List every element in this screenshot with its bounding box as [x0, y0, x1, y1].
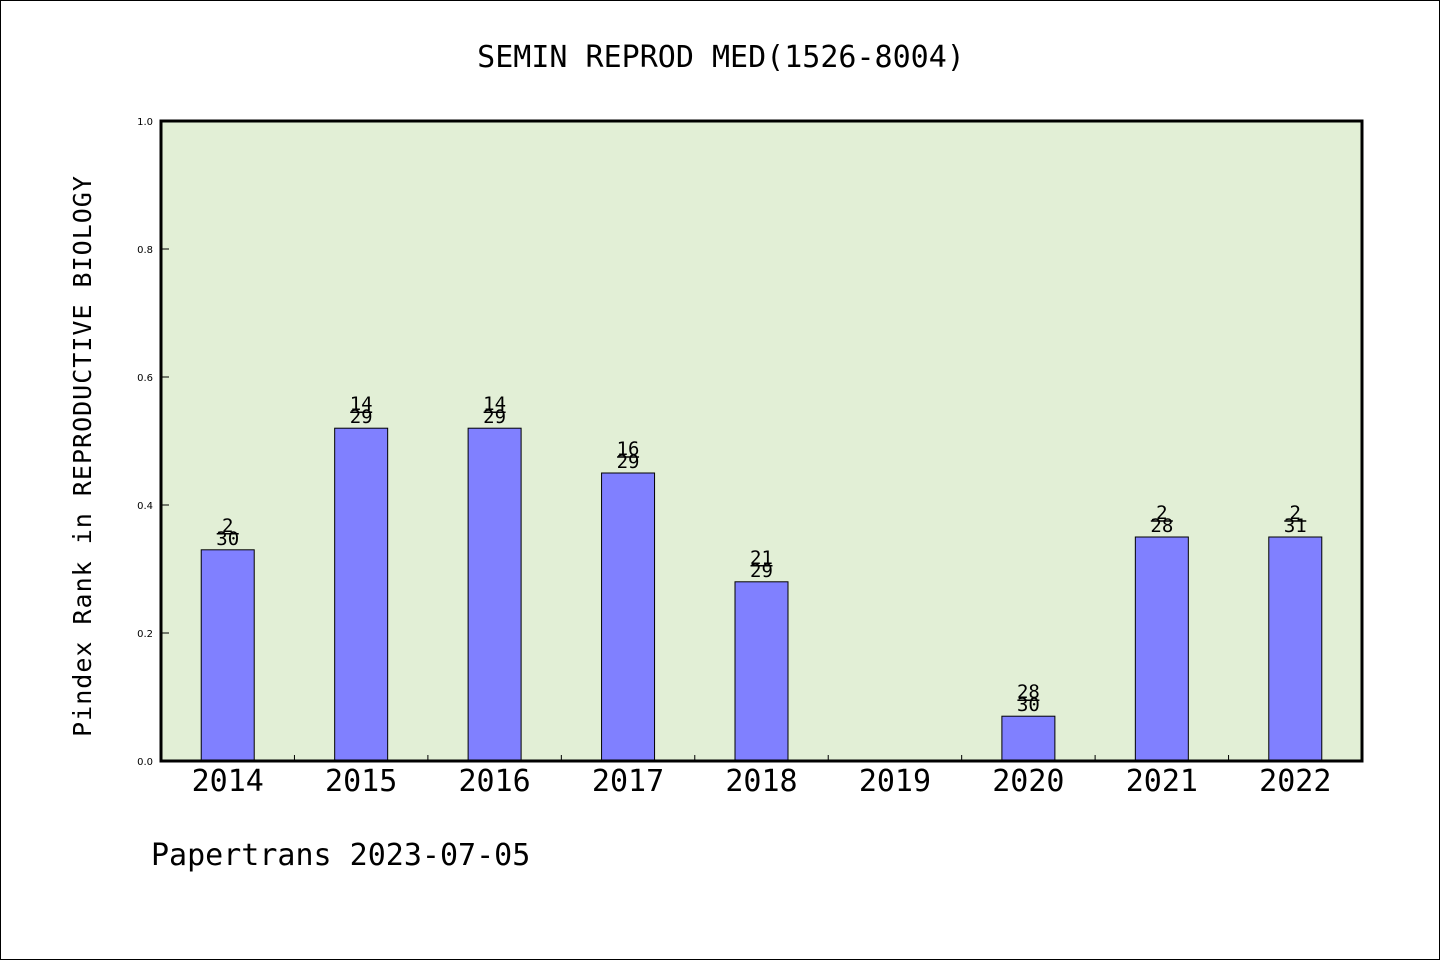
y-tick-label: 0.8: [137, 245, 153, 256]
y-tick-label: 0.4: [137, 501, 153, 512]
bar-total-label: 29: [483, 406, 506, 428]
y-tick-label: 0.2: [137, 629, 153, 640]
bar-rank-label: 16: [617, 438, 640, 460]
bar-total-label: 29: [617, 451, 640, 473]
x-tick-label: 2020: [992, 764, 1064, 799]
bar-rank-label: 14: [350, 393, 373, 415]
x-tick-label: 2021: [1126, 764, 1198, 799]
bar-total-label: 28: [1150, 515, 1173, 537]
footer-credit: Papertrans 2023-07-05: [151, 838, 530, 873]
x-tick-label: 2019: [859, 764, 931, 799]
x-tick-label: 2014: [192, 764, 264, 799]
bar-2018: [734, 581, 789, 762]
bar-2015: [334, 427, 389, 762]
chart-title: SEMIN REPROD MED(1526-8004): [477, 40, 965, 75]
bar-total-label: 30: [216, 528, 239, 550]
bar-total-label: 29: [350, 406, 373, 428]
bar-rank-label: 21: [750, 547, 773, 569]
bar-2022: [1268, 536, 1323, 762]
bar-total-label: 31: [1284, 515, 1307, 537]
bar-rank-label: 28: [1017, 681, 1040, 703]
ticks-group: 0.0 0.2 0.4 0.6 0.8 1.0 2014 2015 2016 2017 2018 20…: [137, 117, 1331, 799]
plot-border: [159, 119, 1364, 763]
y-tick-label: 0.6: [137, 373, 153, 384]
bar-total-label: 29: [750, 560, 773, 582]
bar-2021: [1134, 536, 1189, 762]
bar-total-label: 30: [1017, 694, 1040, 716]
x-tick-label: 2022: [1259, 764, 1331, 799]
x-tick-label: 2018: [725, 764, 797, 799]
bar-rank-label: 14: [483, 393, 506, 415]
y-axis-label: Pindex Rank in REPRODUCTIVE BIOLOGY: [68, 175, 97, 737]
x-tick-label: 2017: [592, 764, 664, 799]
bar-2016: [467, 427, 522, 762]
x-tick-label: 2015: [325, 764, 397, 799]
x-tick-label: 2016: [458, 764, 530, 799]
bar-2020: [1001, 715, 1056, 762]
bar-2014: [200, 549, 255, 762]
bar-2017: [601, 472, 656, 762]
y-tick-label: 0.0: [137, 757, 153, 768]
bar-rank-label: 2: [222, 515, 233, 537]
bar-rank-label: 2: [1156, 502, 1167, 524]
y-tick-label: 1.0: [137, 117, 153, 128]
bar-rank-label: 2: [1290, 502, 1301, 524]
